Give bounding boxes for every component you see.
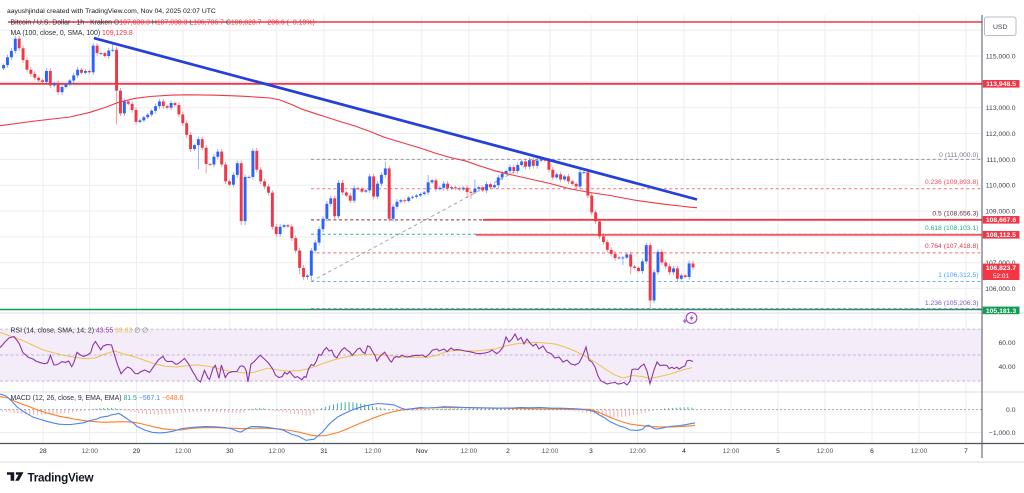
svg-text:1.236 (105,206.3): 1.236 (105,206.3) xyxy=(925,300,979,307)
svg-text:28: 28 xyxy=(39,448,47,455)
svg-text:113,000.0: 113,000.0 xyxy=(986,105,1016,112)
svg-text:MA (100, close, 0, SMA, 100) 1: MA (100, close, 0, SMA, 100) 109,129.8 xyxy=(11,30,133,37)
svg-text:Nov: Nov xyxy=(416,448,428,455)
svg-text:MACD (12, 26, close, 9, EMA, E: MACD (12, 26, close, 9, EMA, EMA) 81.5 −… xyxy=(11,395,184,402)
svg-text:0.618 (108,103.1): 0.618 (108,103.1) xyxy=(925,225,979,232)
svg-text:112,000.0: 112,000.0 xyxy=(986,131,1016,138)
svg-text:12:00: 12:00 xyxy=(723,448,740,455)
svg-text:52:01: 52:01 xyxy=(993,273,1009,280)
svg-text:40.00: 40.00 xyxy=(998,364,1015,371)
svg-text:111,000.0: 111,000.0 xyxy=(986,157,1015,164)
svg-text:12:00: 12:00 xyxy=(269,448,286,455)
svg-text:7: 7 xyxy=(964,448,968,455)
svg-text:106,823.7: 106,823.7 xyxy=(986,265,1016,272)
svg-text:12:00: 12:00 xyxy=(365,448,382,455)
svg-text:12:00: 12:00 xyxy=(911,448,928,455)
svg-text:12:00: 12:00 xyxy=(817,448,834,455)
svg-text:5: 5 xyxy=(776,448,780,455)
svg-text:12:00: 12:00 xyxy=(461,448,478,455)
svg-text:0.764 (107,418.8): 0.764 (107,418.8) xyxy=(925,243,979,250)
svg-text:113,948.5: 113,948.5 xyxy=(986,81,1016,88)
svg-text:109,000.0: 109,000.0 xyxy=(985,208,1015,215)
svg-text:aayushjindal created with Trad: aayushjindal created with TradingView.co… xyxy=(7,8,216,15)
svg-text:TradingView: TradingView xyxy=(28,472,95,485)
svg-text:12:00: 12:00 xyxy=(629,448,646,455)
svg-text:115,000.0: 115,000.0 xyxy=(986,53,1016,60)
svg-text:12:00: 12:00 xyxy=(542,448,559,455)
svg-text:12:00: 12:00 xyxy=(81,448,98,455)
svg-text:RSI (14, close, SMA, 14, 2) 43: RSI (14, close, SMA, 14, 2) 43.55 39.63 … xyxy=(11,328,149,335)
svg-text:0.236 (109,893.8): 0.236 (109,893.8) xyxy=(925,179,979,186)
svg-text:12:00: 12:00 xyxy=(175,448,192,455)
svg-text:4: 4 xyxy=(682,448,686,455)
svg-text:29: 29 xyxy=(133,448,141,455)
svg-text:0.0: 0.0 xyxy=(1006,407,1016,414)
svg-text:2: 2 xyxy=(506,448,510,455)
svg-text:Bitcoin / U.S. Dollar · 1h · K: Bitcoin / U.S. Dollar · 1h · Kraken O107… xyxy=(11,20,315,27)
svg-text:0.5 (108,656.3): 0.5 (108,656.3) xyxy=(932,211,978,218)
svg-text:60.00: 60.00 xyxy=(998,340,1015,347)
svg-text:0 (111,000.0): 0 (111,000.0) xyxy=(939,152,978,159)
svg-text:108,112.5: 108,112.5 xyxy=(986,232,1016,239)
svg-text:3: 3 xyxy=(589,448,593,455)
svg-text:108,667.6: 108,667.6 xyxy=(986,217,1016,224)
svg-text:30: 30 xyxy=(226,448,234,455)
svg-text:106,000.0: 106,000.0 xyxy=(985,286,1015,293)
svg-text:1 (106,312.5): 1 (106,312.5) xyxy=(938,272,978,279)
svg-text:6: 6 xyxy=(870,448,874,455)
svg-text:110,000.0: 110,000.0 xyxy=(986,183,1016,190)
svg-text:USD: USD xyxy=(993,24,1007,31)
svg-text:31: 31 xyxy=(320,448,328,455)
svg-text:105,181.3: 105,181.3 xyxy=(986,308,1016,315)
svg-text:−1,000.0: −1,000.0 xyxy=(989,430,1016,437)
